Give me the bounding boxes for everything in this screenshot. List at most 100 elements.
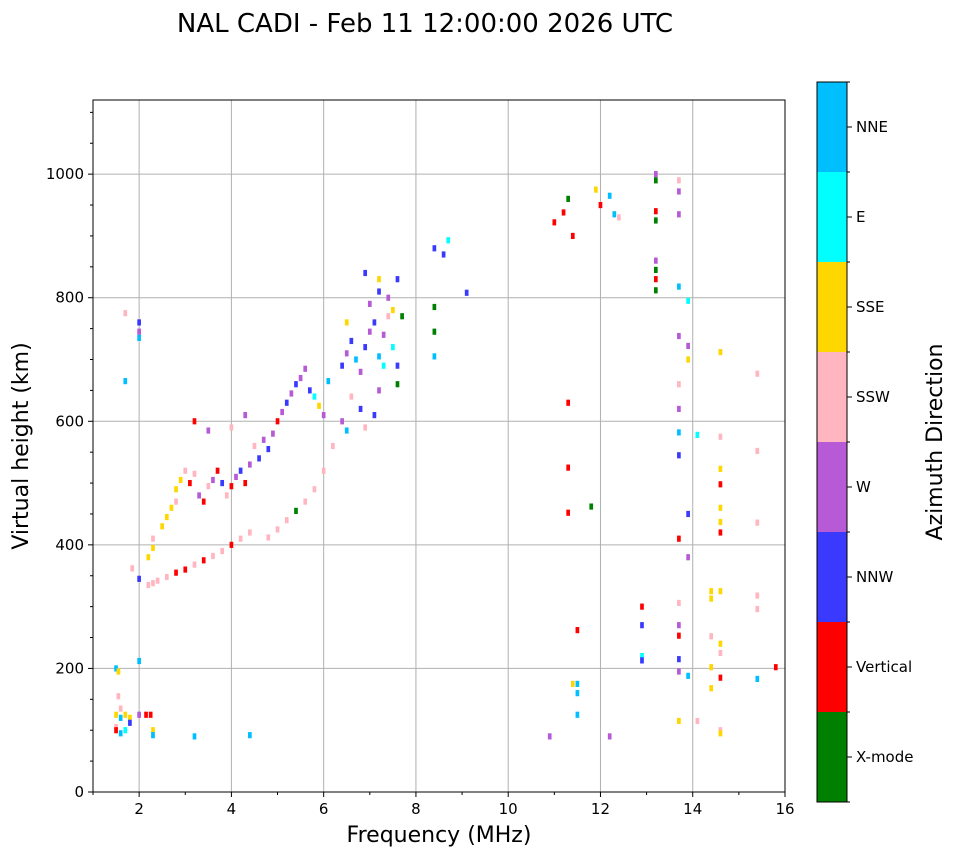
echo-point: [718, 529, 723, 536]
echo-point: [432, 245, 437, 252]
colorbar-segment: [817, 82, 847, 172]
x-tick-label: 14: [683, 800, 702, 818]
echo-point: [146, 581, 151, 589]
echo-point: [261, 436, 266, 443]
echo-point: [224, 492, 229, 499]
colorbar-frame: [816, 81, 848, 803]
echo-point: [677, 283, 681, 290]
echo-point: [123, 727, 128, 734]
echo-point: [570, 232, 575, 240]
echo-point: [363, 344, 368, 351]
echo-point: [243, 412, 248, 419]
echo-point: [215, 467, 220, 474]
echo-point: [653, 257, 658, 264]
echo-point: [243, 479, 248, 487]
echo-point: [174, 498, 178, 505]
echo-point: [773, 664, 778, 671]
echo-point: [677, 535, 681, 542]
echo-point: [653, 276, 658, 283]
echo-point: [275, 526, 280, 533]
echo-point: [640, 622, 644, 629]
echo-point: [677, 429, 681, 436]
echo-point: [377, 387, 381, 394]
echo-point: [718, 518, 723, 526]
echo-point: [755, 675, 760, 683]
echo-point: [566, 464, 571, 471]
echo-point: [164, 573, 169, 581]
echo-point: [169, 504, 174, 511]
x-tick-label: 8: [411, 800, 421, 818]
echo-point: [718, 348, 723, 356]
echo-point: [303, 498, 308, 505]
echo-point: [372, 412, 377, 419]
echo-point: [358, 368, 363, 375]
echo-point: [146, 554, 151, 561]
echo-point: [340, 418, 344, 425]
echo-point: [116, 693, 121, 700]
echo-point: [151, 727, 155, 734]
echo-point: [709, 595, 714, 602]
echo-point: [188, 479, 192, 487]
echo-point: [575, 627, 580, 634]
colorbar-segment: [817, 352, 847, 442]
echo-point: [294, 507, 298, 514]
echo-point: [575, 680, 580, 687]
echo-point: [709, 633, 714, 640]
colorbar-label: X-mode: [856, 748, 913, 766]
echo-point: [284, 517, 289, 524]
echo-point: [229, 483, 234, 490]
echo-point: [640, 603, 644, 610]
echo-point: [653, 266, 658, 273]
colorbar-label: SSW: [856, 388, 890, 406]
echo-point: [137, 657, 141, 665]
echo-point: [266, 534, 271, 541]
echo-point: [653, 208, 658, 215]
echo-point: [566, 509, 571, 516]
y-tick-label: 400: [55, 536, 84, 554]
x-tick-label: 4: [227, 800, 237, 818]
echo-point: [432, 353, 437, 360]
echo-point: [354, 356, 358, 363]
echo-point: [432, 303, 437, 311]
echo-point: [317, 402, 321, 409]
echo-point: [677, 188, 681, 195]
echo-point: [718, 674, 723, 681]
echo-point: [695, 431, 700, 438]
echo-point: [598, 201, 603, 209]
colorbar-segment: [817, 442, 847, 532]
echo-point: [114, 711, 118, 718]
echo-point: [192, 733, 197, 740]
echo-point: [118, 714, 123, 721]
echo-point: [211, 552, 215, 560]
echo-point: [116, 668, 121, 675]
echo-point: [755, 519, 760, 526]
echo-point: [377, 276, 381, 283]
echo-point: [589, 503, 594, 510]
y-tick-label: 0: [74, 783, 84, 801]
y-tick-label: 600: [55, 412, 84, 430]
echo-point: [280, 408, 284, 416]
echo-point: [612, 211, 617, 218]
echo-point: [238, 535, 243, 542]
echo-point: [137, 328, 141, 335]
echo-point: [197, 492, 201, 499]
echo-point: [252, 442, 257, 450]
echo-point: [123, 378, 128, 385]
echo-point: [248, 732, 252, 739]
echo-point: [386, 294, 391, 301]
echo-point: [677, 632, 681, 639]
echo-point: [755, 370, 760, 377]
echo-point: [151, 535, 155, 542]
echo-point: [303, 365, 308, 372]
echo-point: [211, 476, 215, 484]
echo-point: [340, 362, 344, 369]
colorbar-label: Vertical: [856, 658, 912, 676]
echo-point: [677, 177, 681, 184]
echo-point: [312, 486, 317, 493]
echo-point: [386, 313, 391, 320]
echo-point: [561, 209, 566, 216]
echo-point: [284, 399, 289, 406]
x-tick-label: 16: [775, 800, 794, 818]
x-tick-label: 10: [499, 800, 518, 818]
